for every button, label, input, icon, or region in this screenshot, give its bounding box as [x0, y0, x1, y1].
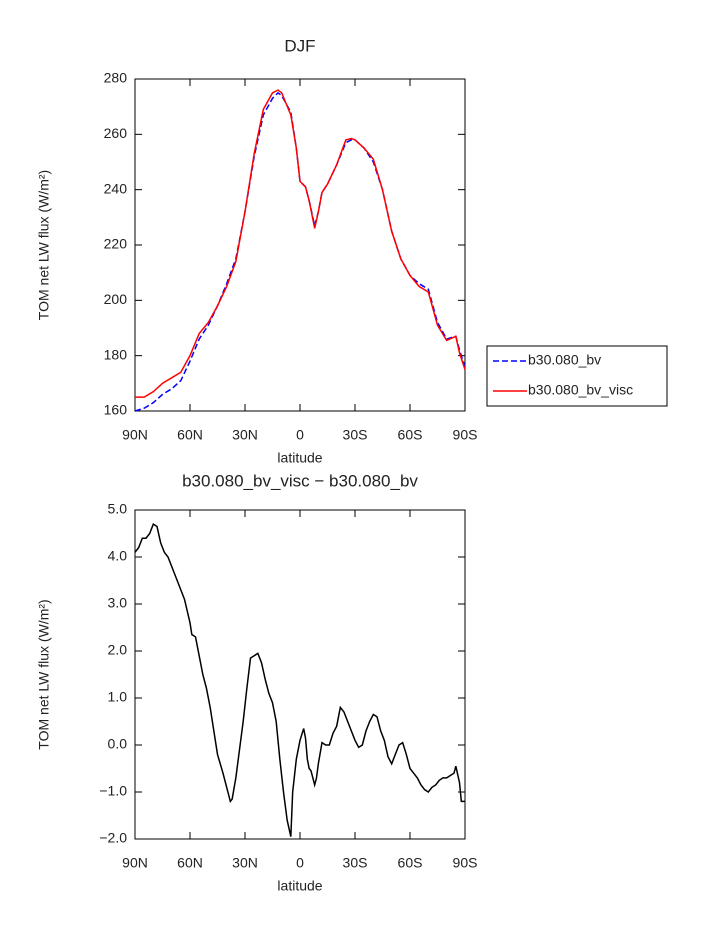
chart-title: b30.080_bv_visc − b30.080_bv [182, 471, 418, 490]
y-tick-label: 280 [104, 70, 128, 86]
series-line [134, 522, 465, 837]
plot-frame [134, 509, 466, 840]
x-tick-label: 30N [232, 427, 258, 443]
y-tick-label: 5.0 [108, 501, 128, 517]
y-tick-label: 0.0 [108, 736, 128, 752]
y-tick-label: 4.0 [108, 548, 128, 564]
y-tick-label: 3.0 [108, 595, 128, 611]
y-tick-label: 260 [104, 125, 128, 141]
y-tick-label: 220 [104, 236, 128, 252]
x-tick-label: 90N [122, 855, 148, 871]
x-tick-label: 60S [398, 855, 423, 871]
legend-label: b30.080_bv [528, 352, 601, 368]
chart-title: DJF [284, 36, 315, 55]
y-tick-label: 2.0 [108, 642, 128, 658]
x-axis-label: latitude [277, 878, 322, 894]
x-axis-label: latitude [277, 450, 322, 466]
legend-box [486, 345, 668, 407]
y-tick-label: 1.0 [108, 689, 128, 705]
x-tick-label: 30S [343, 427, 368, 443]
x-tick-label: 60N [177, 427, 203, 443]
x-tick-label: 60S [398, 427, 423, 443]
y-axis-label: TOM net LW flux (W/m²) [36, 170, 52, 320]
x-tick-label: 30N [232, 855, 258, 871]
series-line [135, 89, 466, 398]
y-axis-label: TOM net LW flux (W/m²) [36, 599, 52, 749]
x-tick-label: 30S [343, 855, 368, 871]
y-tick-label: 240 [104, 180, 128, 196]
y-tick-label: −1.0 [99, 783, 127, 799]
x-tick-label: 60N [177, 855, 203, 871]
x-tick-label: 90S [453, 427, 478, 443]
x-tick-label: 0 [296, 855, 304, 871]
y-tick-label: 200 [104, 291, 128, 307]
legend-label: b30.080_bv_visc [528, 382, 633, 398]
y-tick-label: 180 [104, 346, 128, 362]
x-tick-label: 0 [296, 427, 304, 443]
plot-frame [134, 78, 466, 412]
y-tick-label: 160 [104, 402, 128, 418]
series-line [134, 91, 466, 412]
x-tick-label: 90N [122, 427, 148, 443]
x-tick-label: 90S [453, 855, 478, 871]
y-tick-label: −2.0 [99, 830, 127, 846]
